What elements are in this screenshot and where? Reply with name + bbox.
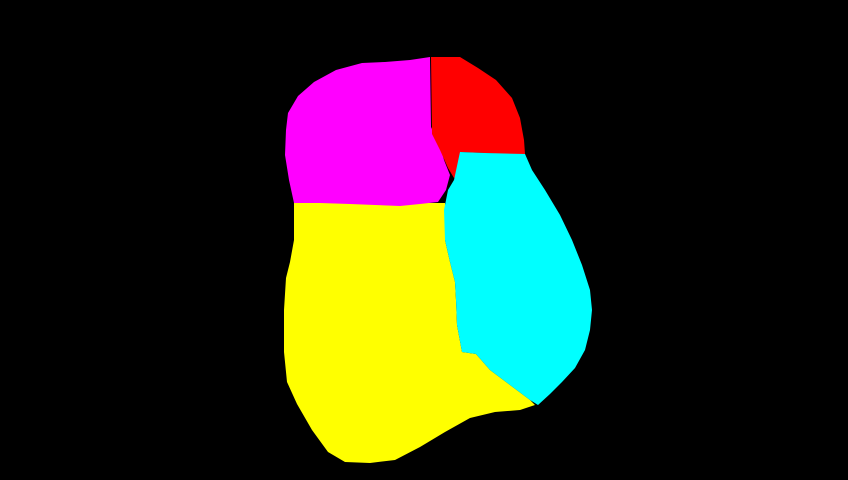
- segment-magenta: [285, 57, 450, 206]
- segment-yellow: [284, 203, 535, 463]
- segment-red: [431, 57, 525, 178]
- segment-cyan: [444, 152, 592, 405]
